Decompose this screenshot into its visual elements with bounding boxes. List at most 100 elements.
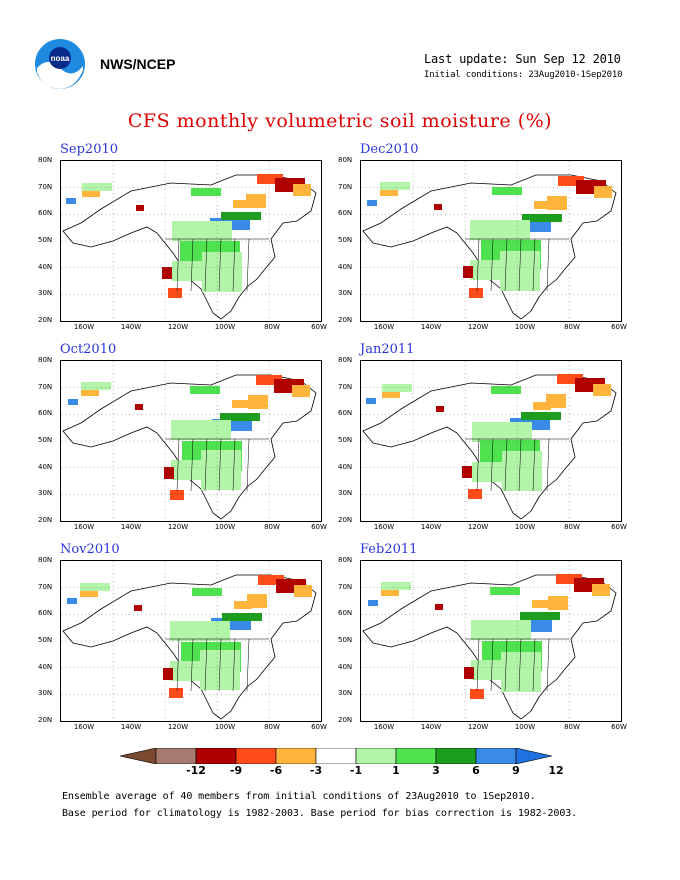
lon-tick-label: 120W	[467, 323, 489, 331]
lon-tick-label: 120W	[467, 723, 489, 731]
anomaly-patch	[258, 575, 284, 585]
anomaly-patch	[162, 267, 172, 279]
lon-tick-label: 100W	[514, 523, 536, 531]
page-title: CFS monthly volumetric soil moisture (%)	[127, 110, 553, 132]
state-border	[204, 238, 208, 292]
state-border	[176, 238, 180, 292]
state-border	[504, 638, 508, 692]
lat-tick-label: 70N	[338, 382, 353, 391]
lat-tick-label: 30N	[38, 289, 53, 298]
state-border	[546, 638, 550, 692]
state-border	[476, 638, 480, 692]
map-canvas	[361, 361, 621, 521]
anomaly-patch	[501, 652, 541, 692]
state-border	[218, 638, 222, 692]
panel-title: Nov2010	[60, 542, 120, 557]
map-canvas	[61, 561, 321, 721]
soil-moisture-map	[360, 160, 622, 322]
colorbar-tick-label: -9	[229, 764, 243, 777]
panel-title: Sep2010	[60, 142, 119, 157]
anomaly-patch	[469, 288, 483, 298]
panel-title: Oct2010	[60, 342, 117, 357]
anomaly-patch	[471, 660, 501, 680]
anomaly-patch	[520, 612, 560, 620]
colorbar-segment	[195, 748, 237, 764]
anomaly-patch	[461, 392, 491, 406]
anomaly-patch	[202, 252, 242, 292]
anomaly-patch	[82, 183, 112, 191]
state-border	[532, 638, 536, 692]
anomaly-patch	[82, 191, 100, 197]
lon-tick-label: 60W	[311, 323, 327, 331]
map-canvas	[61, 161, 321, 321]
lon-tick-label: 80W	[264, 523, 280, 531]
state-border	[490, 238, 494, 292]
anomaly-patch	[460, 590, 490, 604]
anomaly-patch	[382, 384, 412, 392]
state-border	[204, 438, 208, 492]
state-border	[190, 638, 194, 692]
lat-tick-label: 70N	[338, 582, 353, 591]
anomaly-patch	[190, 386, 220, 394]
anomaly-patch	[162, 591, 192, 605]
lat-tick-label: 30N	[38, 689, 53, 698]
anomaly-patch	[171, 460, 201, 480]
anomaly-patch	[533, 402, 551, 410]
colorbar-tick-label: -12	[186, 764, 206, 777]
anomaly-patch	[257, 174, 283, 184]
footnote-base-period: Base period for climatology is 1982-2003…	[62, 808, 578, 819]
state-border	[546, 438, 550, 492]
anomaly-patch	[492, 187, 522, 195]
lon-tick-label: 60W	[611, 523, 627, 531]
anomaly-patch	[80, 591, 98, 597]
anomaly-patch	[163, 668, 173, 680]
state-border	[204, 638, 208, 692]
anomaly-patch	[233, 200, 251, 208]
lon-tick-label: 140W	[420, 323, 442, 331]
lon-tick-label: 100W	[514, 323, 536, 331]
anomaly-patch	[81, 382, 111, 390]
state-border	[218, 238, 222, 292]
anomaly-patch	[470, 689, 484, 699]
anomaly-patch	[490, 587, 520, 595]
anomaly-patch	[558, 176, 584, 186]
anomaly-patch	[532, 600, 550, 608]
lat-tick-label: 80N	[38, 356, 53, 364]
lon-tick-label: 160W	[373, 523, 395, 531]
state-border	[176, 638, 180, 692]
lat-tick-label: 40N	[38, 262, 53, 271]
anomaly-patch	[534, 201, 552, 209]
soil-moisture-map	[60, 160, 322, 322]
anomaly-patch	[169, 688, 183, 698]
lon-tick-label: 140W	[120, 723, 142, 731]
anomaly-patch	[136, 205, 144, 211]
colorbar-segment	[155, 748, 197, 764]
anomaly-patch	[594, 186, 612, 198]
anomaly-patch	[380, 182, 410, 190]
soil-moisture-map	[60, 360, 322, 522]
anomaly-patch	[66, 198, 76, 204]
panel-title: Jan2011	[360, 342, 415, 357]
lon-tick-label: 100W	[214, 723, 236, 731]
lat-tick-label: 20N	[338, 516, 353, 524]
anomaly-patch	[81, 390, 99, 396]
lon-tick-label: 140W	[120, 523, 142, 531]
anomaly-patch	[201, 450, 241, 490]
lat-tick-label: 30N	[338, 689, 353, 698]
state-border	[218, 438, 222, 492]
state-border	[246, 638, 250, 692]
anomaly-patch	[222, 613, 262, 621]
anomaly-patch	[256, 375, 282, 385]
state-border	[518, 638, 522, 692]
org-name: NWS/NCEP	[100, 56, 176, 72]
lat-tick-label: 60N	[338, 609, 353, 618]
lon-tick-label: 100W	[514, 723, 536, 731]
lon-tick-label: 160W	[73, 723, 95, 731]
lat-tick-label: 50N	[38, 436, 53, 444]
state-border	[232, 238, 236, 292]
anomaly-patch	[502, 451, 542, 491]
colorbar-tick-label: 12	[548, 764, 564, 777]
anomaly-patch	[170, 661, 200, 681]
colorbar-tick-label: -3	[309, 764, 323, 777]
lon-tick-label: 60W	[311, 723, 327, 731]
